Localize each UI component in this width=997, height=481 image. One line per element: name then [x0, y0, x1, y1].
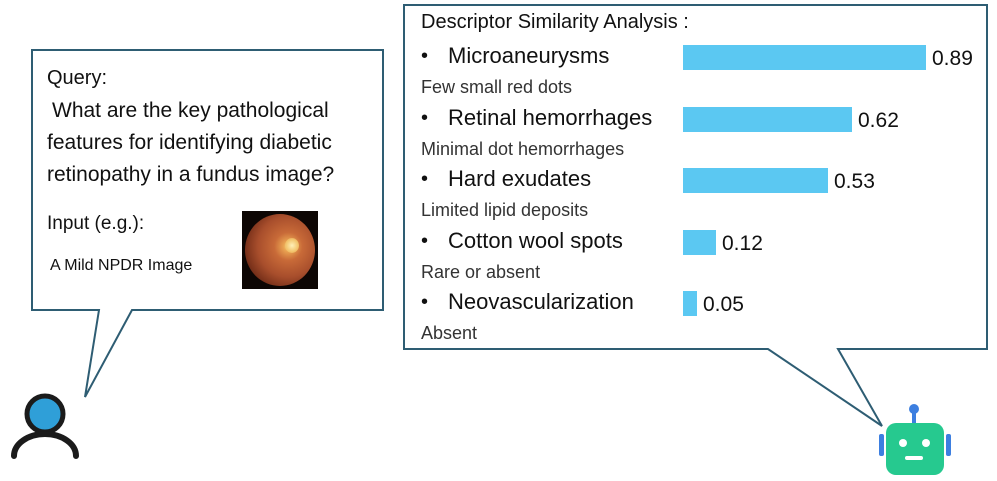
similarity-bar — [683, 229, 716, 255]
feature-name: Hard exudates — [448, 166, 592, 191]
similarity-bar — [683, 45, 926, 70]
feature-name: Microaneurysms — [448, 43, 610, 68]
query-speech-bubble — [31, 49, 384, 398]
similarity-value: 0.89 — [932, 47, 973, 70]
feature-description: Rare or absent — [421, 261, 541, 282]
analysis-title: Descriptor Similarity Analysis : — [421, 11, 689, 33]
bullet-marker: • — [421, 291, 429, 313]
bullet-marker: • — [421, 229, 429, 252]
retina-disc — [245, 214, 315, 286]
user-icon — [11, 393, 79, 459]
similarity-value: 0.53 — [834, 170, 875, 193]
bullet-marker: • — [421, 168, 429, 190]
input-label: Input (e.g.): — [47, 213, 145, 234]
feature-name: Neovascularization — [448, 289, 634, 314]
feature-description: Absent — [421, 323, 478, 343]
query-text-line: What are the key pathological — [52, 99, 329, 122]
feature-name: Retinal hemorrhages — [448, 104, 653, 130]
similarity-bar — [683, 106, 852, 132]
feature-description: Few small red dots — [421, 77, 573, 97]
query-text-line: features for identifying diabetic — [47, 131, 332, 154]
optic-disc — [285, 238, 299, 253]
similarity-bar — [683, 291, 697, 316]
fundus-image — [242, 211, 318, 289]
feature-name: Cotton wool spots — [448, 227, 623, 253]
feature-description: Minimal dot hemorrhages — [421, 138, 625, 159]
feature-description: Limited lipid deposits — [421, 200, 589, 220]
similarity-value: 0.62 — [858, 108, 899, 132]
robot-icon — [879, 404, 951, 475]
query-label: Query: — [47, 67, 108, 89]
query-text-line: retinopathy in a fundus image? — [47, 163, 335, 186]
similarity-value: 0.12 — [722, 231, 763, 255]
bullet-marker: • — [421, 106, 429, 129]
sample-image-label: A Mild NPDR Image — [50, 257, 193, 274]
similarity-value: 0.05 — [703, 293, 744, 316]
similarity-bar — [683, 168, 828, 193]
bullet-marker: • — [421, 45, 429, 67]
